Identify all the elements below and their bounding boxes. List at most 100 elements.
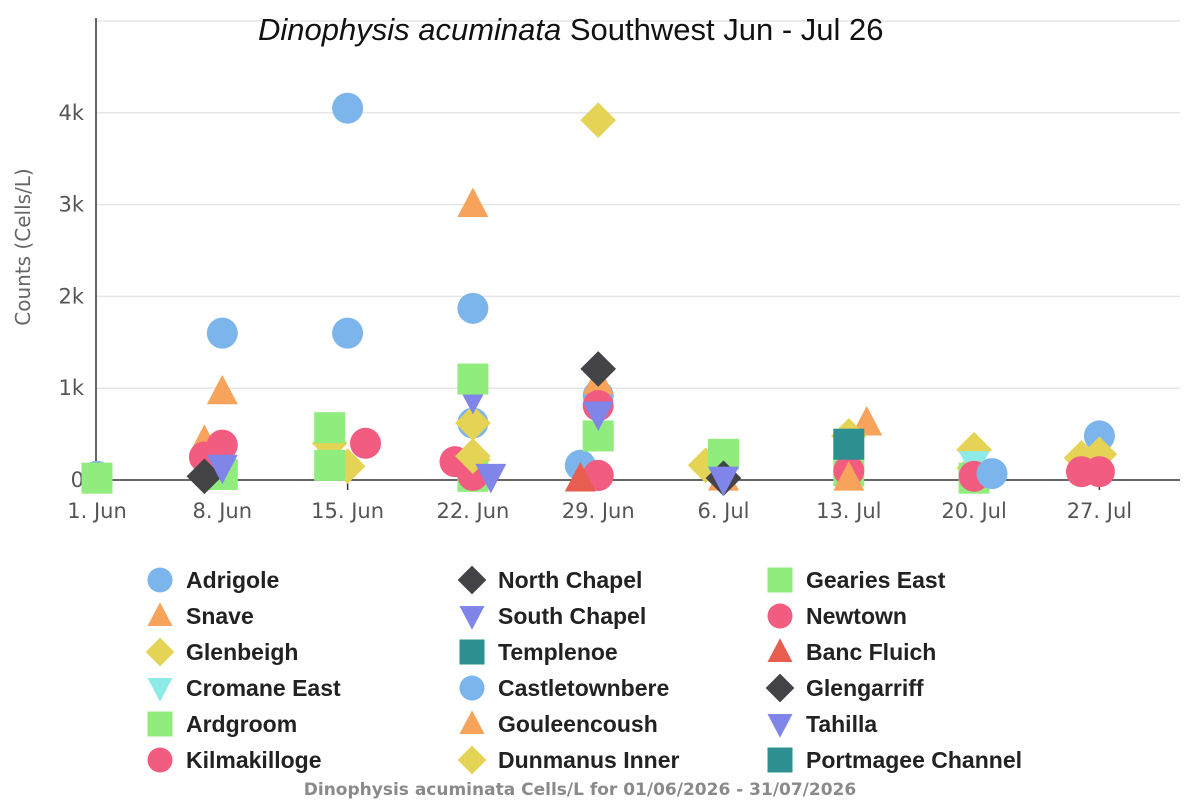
legend-label: Gearies East (806, 566, 946, 593)
x-tick-label: 27. Jul (1067, 499, 1132, 523)
point-north-chapel (580, 351, 617, 387)
legend-label: Portmagee Channel (806, 746, 1022, 773)
legend-label: Cromane East (186, 674, 341, 701)
point-glenbeigh (455, 405, 491, 441)
legend-symbol-triangle-icon (767, 638, 793, 662)
point-glenbeigh (687, 447, 724, 484)
grid-lines (96, 20, 1180, 389)
legend-symbol-diamond-icon (457, 565, 487, 595)
legend-symbol-triangle-icon (459, 710, 485, 734)
y-tick-label: 1k (58, 376, 84, 400)
legend-label: Newtown (806, 602, 907, 629)
legend-item-tahilla[interactable]: Tahilla (760, 706, 877, 742)
legend-item-glenbeigh[interactable]: Glenbeigh (140, 634, 298, 670)
legend-label: South Chapel (498, 602, 647, 629)
point-adrigole (332, 317, 364, 349)
x-tick-label: 15. Jun (311, 499, 384, 523)
legend-symbol-square-icon (147, 711, 173, 737)
legend-symbol-triangle-down-icon (767, 714, 793, 738)
point-adrigole (332, 92, 364, 124)
point-snave (851, 406, 883, 436)
legend-label: Glengarriff (806, 674, 924, 701)
legend-item-south-chapel[interactable]: South Chapel (452, 598, 646, 634)
legend-label: Banc Fluich (806, 638, 937, 665)
chart-title-rest: Southwest Jun - Jul 26 (561, 12, 884, 47)
legend-item-gouleencoush[interactable]: Gouleencoush (452, 706, 658, 742)
legend-item-adrigole[interactable]: Adrigole (140, 562, 279, 598)
x-tick-label: 29. Jun (562, 499, 635, 523)
chart-caption: Dinophysis acuminata Cells/L for 01/06/2… (303, 780, 857, 800)
legend-label: Ardgroom (186, 710, 298, 737)
legend-symbol-square-icon (767, 747, 793, 773)
point-ardgroom (81, 462, 113, 494)
legend-item-dunmanus-inner[interactable]: Dunmanus Inner (452, 742, 679, 778)
legend-item-templenoe[interactable]: Templenoe (452, 634, 618, 670)
legend-symbol-circle-icon (147, 747, 173, 773)
legend-label: Castletownbere (498, 674, 670, 701)
point-kilmakilloge (350, 427, 381, 459)
x-tick-label: 1. Jun (67, 499, 127, 523)
x-tick-label: 20. Jul (941, 499, 1006, 523)
legend-symbol-circle-icon (147, 567, 173, 593)
legend-item-ardgroom[interactable]: Ardgroom (140, 706, 297, 742)
legend-label: Templenoe (498, 638, 618, 665)
legend-item-kilmakilloge[interactable]: Kilmakilloge (140, 742, 321, 778)
point-snave (457, 187, 489, 217)
legend-label: Dunmanus Inner (498, 746, 680, 773)
legend-item-gearies-east[interactable]: Gearies East (760, 562, 945, 598)
legend-item-castletownbere[interactable]: Castletownbere (452, 670, 669, 706)
legend-item-glengarriff[interactable]: Glengarriff (760, 670, 924, 706)
legend-symbol-square-icon (459, 639, 485, 665)
point-kilmakilloge (1083, 456, 1115, 488)
chart-title: Dinophysis acuminata Southwest Jun - Jul… (258, 12, 884, 48)
point-tahilla (475, 463, 507, 494)
point-castletownbere (976, 458, 1008, 490)
legend-symbol-diamond-icon (145, 637, 175, 667)
legend-symbol-circle-icon (459, 675, 485, 701)
chart-title-species: Dinophysis acuminata (258, 12, 562, 47)
legend-item-banc-fluich[interactable]: Banc Fluich (760, 634, 936, 670)
legend-label: Snave (186, 602, 254, 629)
legend-label: Tahilla (806, 710, 878, 737)
point-tahilla (708, 466, 739, 497)
point-templenoe (833, 428, 865, 460)
axes (95, 18, 1180, 490)
legend-item-portmagee-channel[interactable]: Portmagee Channel (760, 742, 1022, 778)
point-adrigole (457, 292, 489, 324)
legend-symbol-square-icon (767, 567, 793, 593)
point-gearies-east (457, 363, 489, 395)
point-snave (206, 374, 238, 405)
legend-label: Glenbeigh (186, 638, 299, 665)
legend-item-snave[interactable]: Snave (140, 598, 254, 634)
x-tick-label: 6. Jul (697, 499, 749, 523)
point-banc-fluich (564, 462, 596, 492)
legend-item-cromane-east[interactable]: Cromane East (140, 670, 341, 706)
point-ardgroom (314, 449, 346, 481)
point-gouleencoush (833, 461, 865, 491)
x-tick-label: 13. Jul (816, 499, 881, 523)
legend-item-north-chapel[interactable]: North Chapel (452, 562, 642, 598)
scatter-chart: 0 1k 2k 3k 4k 1. Jun 8. Jun 15. Jun 22. Jun 29. J… (58, 18, 1180, 523)
x-tick-label: 8. Jun (193, 499, 253, 523)
point-south-chapel (582, 401, 614, 431)
point-adrigole (1083, 420, 1115, 452)
point-north-chapel (186, 458, 223, 495)
point-south-chapel (206, 454, 238, 485)
point-kilmakilloge (206, 429, 238, 461)
y-axis-label: Counts (Cells/L) (11, 168, 35, 326)
legend-symbol-triangle-icon (147, 602, 173, 626)
legend-label: Kilmakilloge (186, 746, 322, 773)
y-tick-label: 0 (71, 468, 84, 492)
y-tick-label: 4k (58, 101, 84, 125)
tick-labels: 0 1k 2k 3k 4k 1. Jun 8. Jun 15. Jun 22. Jun 29. J… (58, 101, 1132, 523)
legend-item-newtown[interactable]: Newtown (760, 598, 907, 634)
legend-symbol-diamond-icon (765, 673, 795, 703)
data-points (81, 92, 1118, 497)
legend-symbol-triangle-down-icon (459, 606, 485, 630)
legend-label: Gouleencoush (498, 710, 658, 737)
y-tick-label: 3k (58, 193, 84, 217)
legend-label: Adrigole (186, 566, 280, 593)
point-adrigole (206, 317, 238, 349)
legend-symbol-diamond-icon (457, 745, 487, 775)
point-ardgroom (314, 412, 346, 444)
